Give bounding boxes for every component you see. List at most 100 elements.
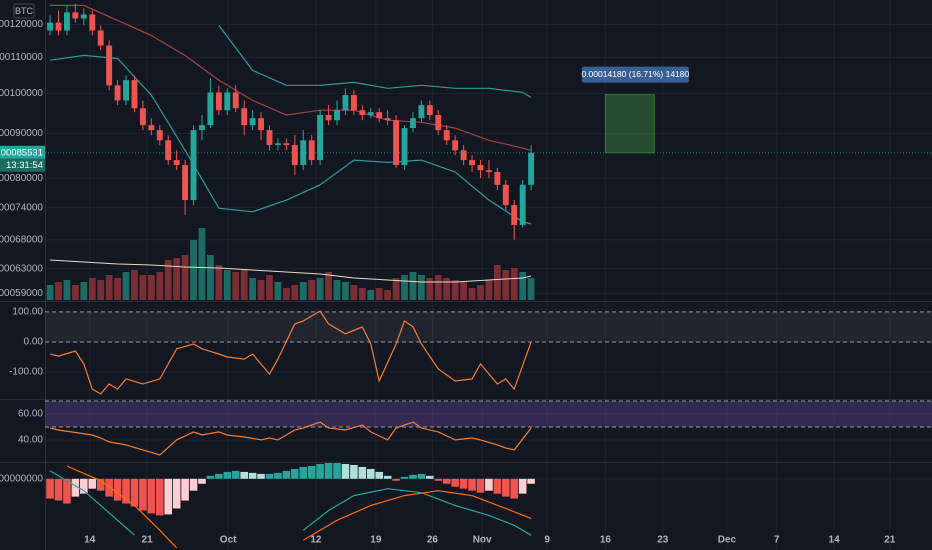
histogram-bar xyxy=(366,468,375,479)
volume-bar xyxy=(375,288,383,300)
volume-bar xyxy=(519,272,527,300)
histogram-bar xyxy=(333,463,341,479)
volume-bar xyxy=(485,280,493,300)
volume-bar xyxy=(88,278,96,300)
candle-body xyxy=(291,145,298,166)
candle-body xyxy=(359,110,366,115)
volume-bar xyxy=(181,255,189,300)
candle-body xyxy=(443,130,450,141)
volume-bar xyxy=(114,278,121,300)
histogram-bar xyxy=(181,478,189,501)
volume-bar xyxy=(190,240,197,300)
candle-body xyxy=(266,130,273,146)
candle-body xyxy=(334,110,340,121)
band-middle xyxy=(50,4,532,151)
histogram-bar xyxy=(409,474,417,479)
volume-bar xyxy=(333,280,341,300)
last-price-label: 0.00085531 xyxy=(0,147,43,158)
candle-body xyxy=(224,92,231,111)
volume-bar xyxy=(502,270,510,300)
candle-body xyxy=(519,184,526,225)
histogram-bar xyxy=(139,478,147,511)
volume-bar xyxy=(426,278,434,300)
volume-bar xyxy=(384,290,392,300)
histogram-bar xyxy=(299,466,308,479)
histogram-bar xyxy=(392,478,400,481)
volume-bar xyxy=(122,272,130,300)
y-tick-label: 0.00080000 xyxy=(0,173,43,184)
volume-bar xyxy=(72,285,79,300)
histogram-bar xyxy=(383,475,392,479)
volume-bar xyxy=(249,278,256,300)
candle-body xyxy=(418,105,425,119)
volume-bar xyxy=(223,270,231,300)
candle-body xyxy=(173,160,180,166)
candle-body xyxy=(308,140,315,161)
candle-body xyxy=(283,143,290,146)
histogram-bar xyxy=(510,478,519,499)
candle-body xyxy=(426,105,433,115)
histogram-bar xyxy=(265,473,274,479)
histogram-bar xyxy=(400,476,409,479)
x-tick-label: 14 xyxy=(829,535,841,546)
volume-bar xyxy=(367,290,375,300)
volume-bar xyxy=(325,272,332,300)
volume-bar xyxy=(291,285,299,300)
histogram-bar xyxy=(54,478,63,501)
y-tick-label: 0.00068000 xyxy=(0,234,43,245)
histogram-bar xyxy=(434,478,443,481)
histogram-bar xyxy=(291,468,299,479)
symbol-tag xyxy=(13,3,35,19)
histogram-bar xyxy=(113,478,122,501)
volume-bar xyxy=(147,275,155,300)
histogram-bar xyxy=(307,465,316,479)
x-tick-label: 12 xyxy=(310,535,322,546)
candle-body xyxy=(207,92,214,126)
volume-bar xyxy=(105,275,113,300)
volume-bar xyxy=(527,278,535,300)
candle-body xyxy=(452,140,459,151)
x-tick-label: 7 xyxy=(774,535,780,546)
histogram-bar xyxy=(71,478,80,497)
histogram-bar xyxy=(88,478,97,489)
y-tick-label: 0.00 xyxy=(24,337,44,348)
candle-body xyxy=(401,128,408,166)
histogram-bar xyxy=(417,473,426,479)
volume-bar xyxy=(156,272,164,300)
x-tick-label: 21 xyxy=(142,535,154,546)
y-tick-label: 0.00100000 xyxy=(0,88,43,99)
candle-body xyxy=(477,165,484,171)
x-tick-label: 26 xyxy=(427,535,439,546)
candle-body xyxy=(502,184,509,206)
candle-body xyxy=(131,80,138,109)
histogram-bar xyxy=(316,463,324,479)
signal-line xyxy=(66,465,532,549)
candle-body xyxy=(165,140,172,161)
histogram-bar xyxy=(257,473,265,479)
symbol: BTC xyxy=(15,6,34,16)
y-tick-label: -100.00 xyxy=(9,367,43,378)
histogram-bar xyxy=(375,471,384,479)
volume-bar xyxy=(342,282,349,300)
volume-bar xyxy=(392,278,400,300)
candle-body xyxy=(241,108,248,126)
x-tick-label: Oct xyxy=(220,535,237,546)
volume-bar xyxy=(316,278,324,300)
histogram-bar xyxy=(231,470,240,479)
y-tick-label: 0.00090000 xyxy=(0,128,43,139)
candle-body xyxy=(494,172,501,185)
volume-bar xyxy=(240,270,248,300)
histogram-bar xyxy=(248,472,257,479)
candle-body xyxy=(376,112,383,119)
candle-body xyxy=(55,22,62,31)
x-tick-label: 16 xyxy=(600,535,612,546)
volume-bar xyxy=(80,282,88,300)
histogram-bar xyxy=(189,478,198,491)
volume-bar xyxy=(477,285,484,300)
volume-bar xyxy=(350,285,358,300)
histogram-bar xyxy=(324,463,333,479)
candle-body xyxy=(410,118,416,129)
volume-bar xyxy=(215,265,223,300)
indicator-line xyxy=(49,310,532,395)
